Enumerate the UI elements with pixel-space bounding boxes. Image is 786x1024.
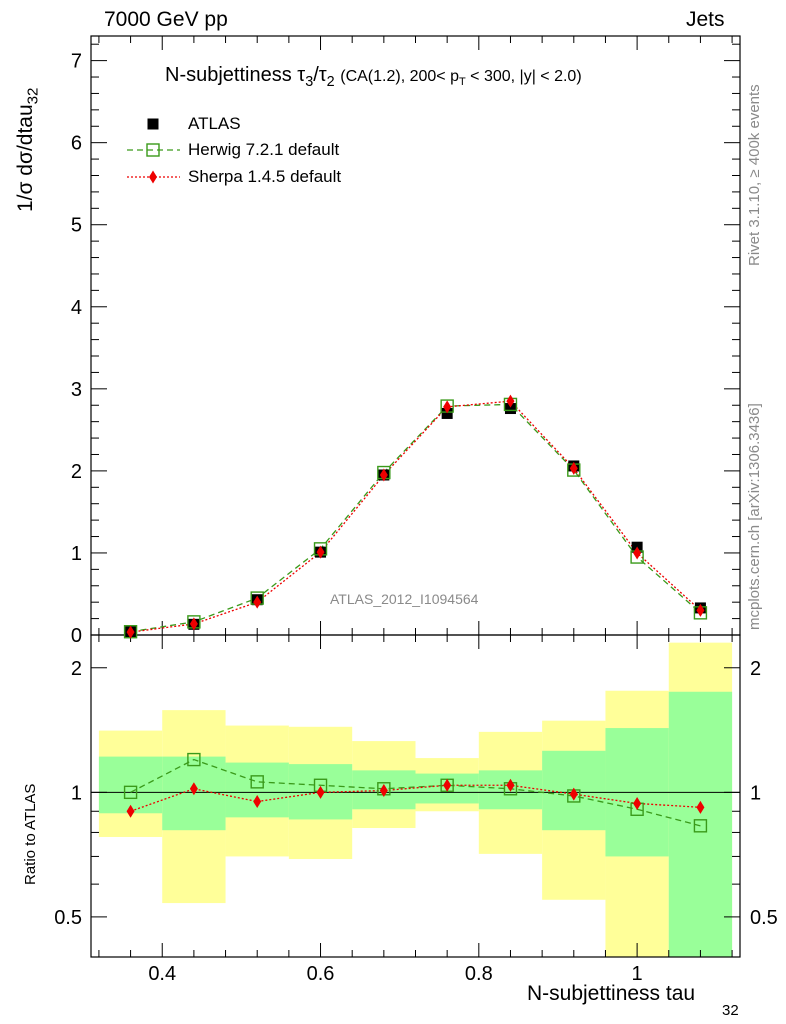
sherpa-ratio-point — [189, 782, 198, 796]
herwig-ratio-point — [187, 752, 201, 767]
sherpa-ratio-line — [130, 784, 701, 812]
y-axis-label-main-text: 1/σ dσ/dtau — [14, 104, 37, 212]
ratio-y-tick-label-right: 1 — [750, 782, 761, 804]
sherpa-data-point — [696, 603, 705, 617]
ratio-y-tick-label-left: 0.5 — [54, 907, 82, 929]
x-tick-label: 0.8 — [465, 963, 493, 985]
y-tick-label: 5 — [71, 215, 82, 237]
x-axis-label: N-subjettiness tau — [527, 982, 695, 1006]
legend-label-atlas: ATLAS — [188, 114, 241, 133]
sherpa-data-point — [633, 546, 642, 560]
title-cuts-a: (CA(1.2), 200< p — [340, 68, 459, 85]
herwig-line — [130, 403, 701, 633]
ratio-y-tick-label-left: 2 — [71, 658, 82, 680]
ratio-band-green — [98, 756, 163, 814]
herwig-ratio-point — [250, 775, 264, 789]
legend-label-herwig: Herwig 7.2.1 default — [188, 140, 340, 159]
atlas-data-point — [441, 407, 453, 419]
sherpa-data-point — [126, 625, 135, 639]
sherpa-ratio-point — [569, 787, 578, 801]
sherpa-data-point — [189, 617, 198, 631]
title-main: N-subjettiness — [165, 64, 292, 86]
herwig-ratio-line — [130, 758, 701, 827]
title-tau2: τ — [318, 64, 327, 86]
header-right: Jets — [686, 8, 725, 31]
sherpa-ratio-point — [443, 778, 452, 792]
chart-title: N-subjettiness τ3/τ2 (CA(1.2), 200< pT <… — [165, 64, 582, 90]
legend-marker-atlas — [147, 118, 159, 130]
y-tick-label: 7 — [71, 51, 82, 73]
sherpa-ratio-point — [379, 784, 388, 798]
ratio-band-green — [225, 762, 289, 818]
x-axis-label-text: N-subjettiness tau — [527, 982, 696, 1005]
title-tau2-sub: 2 — [326, 74, 335, 91]
x-tick-label: 0.6 — [307, 963, 335, 985]
herwig-ratio-point — [123, 785, 138, 800]
y-axis-label-main: 1/σ dσ/dtau32 — [14, 88, 41, 212]
x-tick-label: 1 — [632, 963, 643, 985]
title-tau3-sub: 3 — [305, 74, 314, 91]
sherpa-data-point — [569, 461, 578, 475]
y-axis-label-main-sub: 32 — [24, 87, 42, 105]
sherpa-ratio-point — [633, 796, 642, 810]
y-tick-label: 4 — [71, 297, 82, 319]
sherpa-data-point — [253, 595, 262, 609]
sherpa-ratio-point — [696, 800, 705, 814]
title-cuts-sub: T — [458, 75, 466, 88]
sherpa-ratio-point — [316, 785, 325, 799]
legend-marker-sherpa — [149, 170, 157, 184]
sherpa-ratio-point — [506, 778, 515, 792]
rivet-info: Rivet 3.1.10, ≥ 400k events — [746, 84, 763, 266]
sherpa-ratio-point — [126, 804, 135, 818]
ratio-y-tick-label-left: 1 — [71, 782, 82, 804]
sherpa-data-point — [379, 468, 388, 482]
sherpa-data-point — [506, 394, 515, 408]
analysis-watermark: ATLAS_2012_I1094564 — [330, 591, 479, 607]
title-cuts-b: < 300, |y| < 2.0) — [465, 68, 582, 85]
atlas-data-point — [504, 403, 516, 415]
y-tick-label: 3 — [71, 379, 82, 401]
mcplots-info: mcplots.cern.ch [arXiv:1306.3436] — [746, 403, 763, 630]
title-slash: / — [313, 64, 319, 86]
x-axis-label-sub: 32 — [722, 1002, 739, 1019]
ratio-band-green — [668, 691, 733, 957]
y-tick-label: 2 — [71, 461, 82, 483]
legend-marker-herwig — [146, 143, 160, 157]
y-tick-label: 0 — [71, 625, 82, 647]
sherpa-data-point — [316, 545, 325, 559]
title-tau3: τ — [297, 64, 306, 86]
ratio-y-tick-label-right: 2 — [750, 658, 761, 680]
herwig-ratio-point — [693, 819, 708, 833]
ratio-y-tick-label-right: 0.5 — [750, 907, 778, 929]
y-tick-label: 1 — [71, 543, 82, 565]
legend-label-sherpa: Sherpa 1.4.5 default — [188, 167, 342, 186]
header-left: 7000 GeV pp — [104, 8, 228, 31]
sherpa-ratio-point — [253, 795, 262, 809]
x-tick-label: 0.4 — [148, 963, 176, 985]
y-tick-label: 6 — [71, 133, 82, 155]
y-axis-label-ratio: Ratio to ATLAS — [22, 783, 39, 885]
sherpa-data-point — [443, 400, 452, 414]
sherpa-line — [130, 400, 701, 633]
